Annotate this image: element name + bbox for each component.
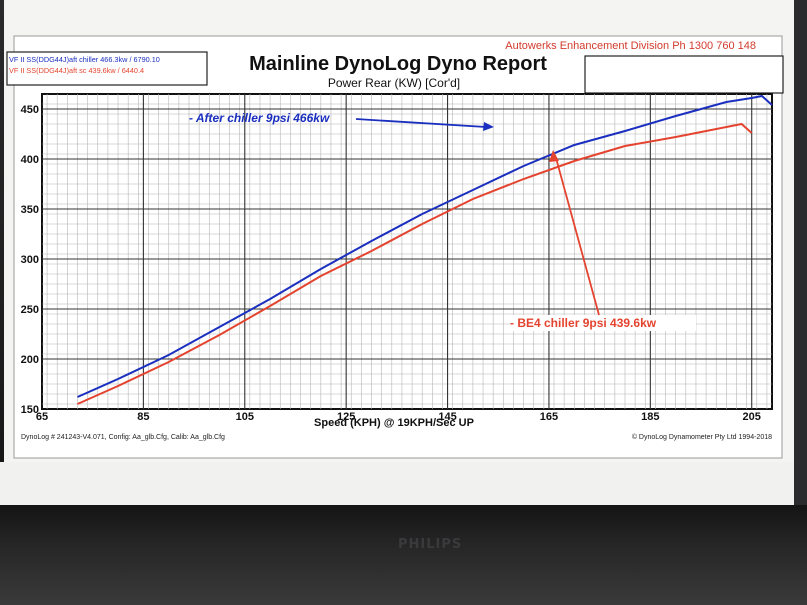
annotation-after-chiller: - After chiller 9psi 466kw [189, 111, 330, 125]
legend-box [6, 51, 208, 86]
y-tick-label: 450 [21, 104, 39, 116]
footer-copyright: © DynoLog Dynamometer Pty Ltd 1994-2018 [632, 433, 772, 441]
plot-area [41, 93, 773, 410]
annotation-arrow-line [355, 118, 487, 128]
x-tick-label: 145 [438, 411, 456, 423]
series-layer [77, 94, 773, 405]
annotation-arrowhead [483, 122, 494, 131]
series-line-before-chiller [77, 122, 753, 405]
dyno-chart: Autowerks Enhancement Division Ph 1300 7… [6, 35, 784, 459]
x-tick-label: 205 [743, 411, 761, 423]
footer-config: DynoLog # 241243-V4.071, Config: Aa_glb.… [21, 434, 225, 441]
annotation-arrow-line [555, 157, 600, 316]
x-tick-label: 185 [641, 411, 659, 423]
annotation-layer: - After chiller 9psi 466kw - BE4 chiller … [189, 111, 696, 331]
chart-subtitle: Power Rear (KW) [Cor'd] [328, 76, 460, 90]
monitor-screen: Autowerks Enhancement Division Ph 1300 7… [4, 0, 794, 462]
y-tick-label: 400 [21, 154, 39, 166]
x-tick-label: 85 [137, 411, 149, 423]
monitor-brand-logo: PHILIPS [398, 537, 463, 552]
x-tick-label: 65 [36, 411, 48, 423]
annotation-arrowhead [549, 150, 559, 162]
report-title: Mainline DynoLog Dyno Report [249, 53, 547, 75]
y-tick-label: 150 [21, 404, 39, 416]
annotation-before-chiller: - BE4 chiller 9psi 439.6kw [510, 316, 657, 330]
annotation-label-bg [510, 315, 696, 331]
series-line-after-chiller [77, 94, 773, 398]
info-box [584, 55, 784, 94]
y-tick-label: 200 [21, 354, 39, 366]
y-tick-label: 300 [21, 254, 39, 266]
y-tick-label: 250 [21, 304, 39, 316]
x-tick-label: 105 [236, 411, 254, 423]
x-tick-label: 125 [337, 411, 355, 423]
grid-lines [42, 94, 772, 409]
desk-shelf [0, 505, 807, 605]
monitor-bottom-bezel [0, 462, 794, 505]
legend-entry-after-chiller: VF II SS(DDG44J)aft chiller 466.3kw / 67… [9, 55, 160, 64]
axis-ticks: 65 85 105 125 145 165 185 205 150 200 250 300 350 400… [21, 104, 761, 423]
legend-entry-before-chiller: VF II SS(DDG44J)aft sc 439.6kw / 6440.4 [9, 66, 144, 75]
y-tick-label: 350 [21, 204, 39, 216]
monitor-side [794, 0, 807, 505]
x-axis-label: Speed (KPH) @ 19KPH/Sec UP [314, 417, 474, 429]
company-header: Autowerks Enhancement Division Ph 1300 7… [505, 40, 756, 52]
x-tick-label: 165 [540, 411, 558, 423]
